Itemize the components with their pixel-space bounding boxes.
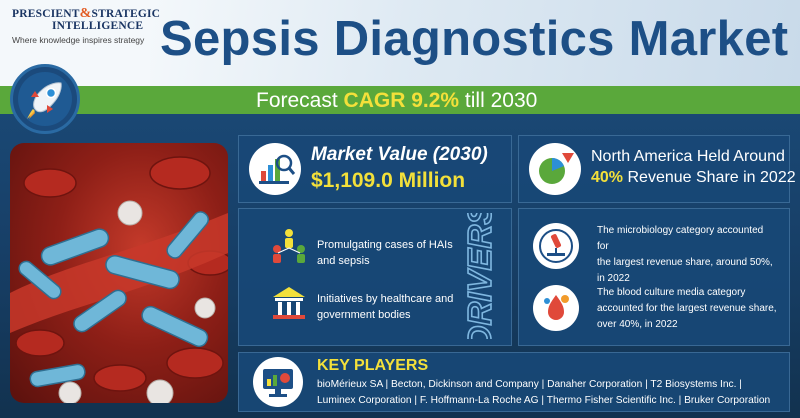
segment-stats-card: The microbiology category accounted for …: [518, 208, 790, 346]
drivers-heading: DRIVERS: [453, 202, 501, 350]
key-players-title: KEY PLAYERS: [317, 357, 429, 374]
forecast-suffix: till 2030: [464, 89, 538, 112]
forecast-prefix: Forecast: [256, 89, 338, 112]
company-logo[interactable]: PRESCIENT&STRATEGIC INTELLIGENCE Where k…: [12, 6, 161, 58]
regional-share-value: 40%: [591, 169, 624, 186]
regional-share-card: North America Held Around 40% Revenue Sh…: [518, 135, 796, 203]
stat-item-2: The blood culture media category account…: [597, 287, 777, 330]
key-players-card: KEY PLAYERS bioMérieux SA | Becton, Dick…: [238, 352, 790, 412]
regional-line2: 40% Revenue Share in 2022: [591, 169, 796, 187]
dashboard-icon: [253, 357, 303, 407]
microscope-icon: [533, 223, 579, 269]
forecast-bar: Forecast CAGR 9.2% till 2030: [0, 86, 800, 114]
blood-culture-icon: [533, 285, 579, 331]
bacteria-illustration: [10, 143, 228, 403]
logo-tagline: Where knowledge inspires strategy: [12, 35, 145, 45]
key-players-line2: Luminex Corporation | F. Hoffmann-La Roc…: [317, 395, 771, 406]
header-background: [150, 0, 800, 86]
market-chart-icon: [249, 143, 301, 195]
government-building-icon: [269, 283, 309, 323]
page-title: Sepsis Diagnostics Market: [160, 12, 789, 66]
forecast-cagr: CAGR 9.2%: [343, 89, 460, 112]
regional-line2-rest: Revenue Share in 2022: [627, 169, 796, 186]
rocket-icon: [10, 64, 80, 134]
logo-text-line2: INTELLIGENCE: [52, 20, 144, 32]
svg-text:DRIVERS: DRIVERS: [461, 213, 498, 339]
people-network-icon: [269, 225, 309, 265]
market-value-card: Market Value (2030) $1,109.0 Million: [238, 135, 512, 203]
drivers-card: Promulgating cases of HAIs and sepsis In…: [238, 208, 512, 346]
key-players-line1: bioMérieux SA | Becton, Dickinson and Co…: [317, 379, 742, 390]
pie-chart-icon: [529, 143, 581, 195]
stat-item-1: The microbiology category accounted for …: [597, 225, 773, 284]
header: PRESCIENT&STRATEGIC INTELLIGENCE Where k…: [0, 0, 800, 86]
regional-line1: North America Held Around: [591, 148, 785, 165]
driver-item-1: Promulgating cases of HAIs and sepsis: [317, 239, 453, 267]
forecast-text: Forecast CAGR 9.2% till 2030: [256, 89, 537, 113]
driver-item-2: Initiatives by healthcare and government…: [317, 293, 454, 321]
market-value-label: Market Value (2030): [311, 144, 488, 165]
logo-text-line1: PRESCIENT&STRATEGIC: [12, 6, 161, 21]
market-value-amount: $1,109.0 Million: [311, 169, 466, 192]
